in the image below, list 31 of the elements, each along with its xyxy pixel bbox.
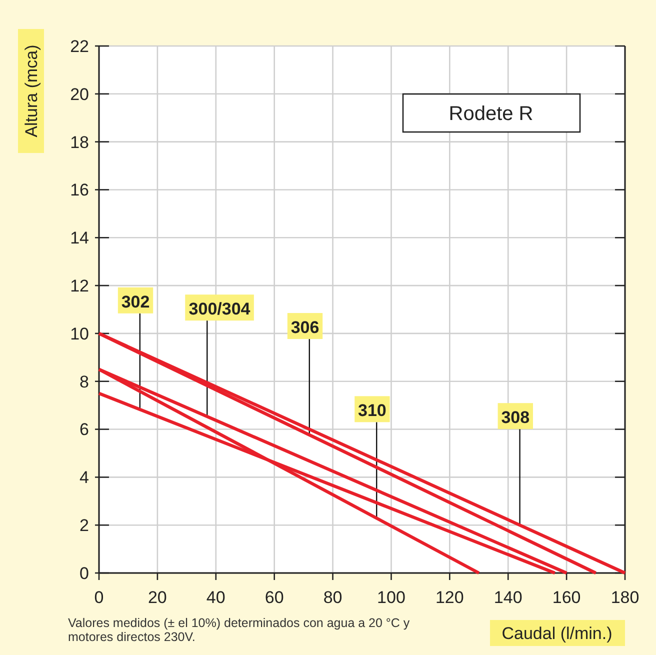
x-tick-label: 120 [435, 588, 464, 607]
y-tick-label: 10 [70, 324, 89, 344]
y-tick-label: 0 [80, 564, 89, 583]
y-tick-label: 2 [80, 516, 89, 536]
y-tick-label: 8 [80, 372, 89, 392]
x-tick-label: 140 [494, 588, 522, 607]
x-tick-label: 0 [94, 588, 104, 607]
annotation: 302 [121, 292, 150, 312]
x-tick-label: 80 [323, 588, 342, 607]
y-tick-label: 20 [70, 84, 89, 104]
y-tick-label: 12 [70, 276, 89, 296]
y-tick-label: 18 [70, 132, 89, 152]
y-tick-label: 22 [70, 36, 89, 56]
x-tick-label: 40 [206, 588, 226, 607]
y-tick-label: 16 [70, 180, 89, 200]
text: Valores medidos (± el 10%) determinados con agua a 20 °C y motores directos 230V. [68, 616, 410, 644]
text: Rodete R [448, 103, 534, 125]
x-tick-label: 60 [264, 588, 284, 607]
y-tick-label: 4 [80, 468, 89, 488]
y-tick-label: 14 [70, 228, 89, 248]
x-tick-label: 180 [610, 588, 640, 607]
annotation: 310 [358, 401, 386, 420]
x-axis-title: Caudal (l/min.) [502, 624, 612, 643]
y-tick-label: 6 [80, 420, 89, 440]
x-tick-label: 20 [148, 588, 167, 607]
x-tick-label: 160 [552, 588, 581, 607]
annotation: 308 [501, 408, 530, 428]
y-axis-title: Altura (mca) [22, 44, 41, 138]
annotation: 306 [290, 318, 320, 337]
annotation: 300/304 [188, 300, 251, 319]
x-tick-label: 100 [377, 588, 406, 607]
